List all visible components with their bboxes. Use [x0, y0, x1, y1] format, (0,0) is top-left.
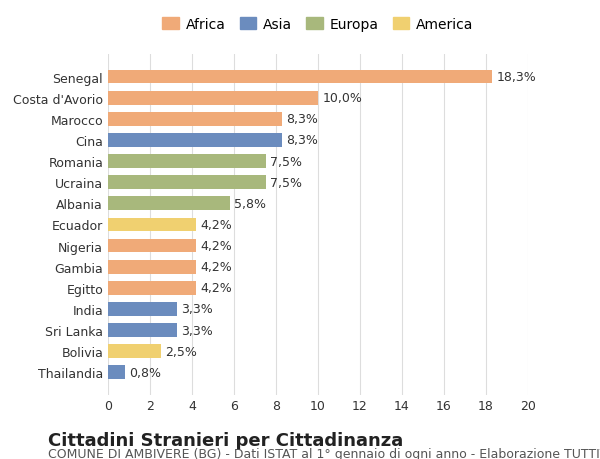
Text: 0,8%: 0,8% [129, 366, 161, 379]
Bar [108, 302, 178, 316]
Text: 4,2%: 4,2% [200, 218, 232, 231]
Bar [108, 239, 196, 253]
Bar [108, 71, 492, 84]
Text: 7,5%: 7,5% [270, 176, 302, 189]
Text: 4,2%: 4,2% [200, 240, 232, 252]
Bar [108, 260, 196, 274]
Text: 4,2%: 4,2% [200, 261, 232, 274]
Text: 3,3%: 3,3% [182, 303, 213, 316]
Text: 10,0%: 10,0% [322, 92, 362, 105]
Bar [108, 176, 265, 190]
Bar [108, 92, 318, 105]
Text: 18,3%: 18,3% [497, 71, 536, 84]
Bar [108, 366, 125, 379]
Bar [108, 345, 161, 358]
Bar [108, 324, 178, 337]
Bar [108, 112, 282, 126]
Bar [108, 281, 196, 295]
Text: 8,3%: 8,3% [287, 134, 319, 147]
Bar [108, 197, 230, 211]
Text: 2,5%: 2,5% [164, 345, 197, 358]
Text: 5,8%: 5,8% [234, 197, 266, 210]
Bar [108, 134, 282, 147]
Bar [108, 155, 265, 168]
Text: 8,3%: 8,3% [287, 113, 319, 126]
Text: 4,2%: 4,2% [200, 282, 232, 295]
Text: COMUNE DI AMBIVERE (BG) - Dati ISTAT al 1° gennaio di ogni anno - Elaborazione T: COMUNE DI AMBIVERE (BG) - Dati ISTAT al … [48, 448, 600, 459]
Text: Cittadini Stranieri per Cittadinanza: Cittadini Stranieri per Cittadinanza [48, 431, 403, 449]
Legend: Africa, Asia, Europa, America: Africa, Asia, Europa, America [162, 18, 474, 32]
Text: 3,3%: 3,3% [182, 324, 213, 337]
Bar [108, 218, 196, 232]
Text: 7,5%: 7,5% [270, 155, 302, 168]
